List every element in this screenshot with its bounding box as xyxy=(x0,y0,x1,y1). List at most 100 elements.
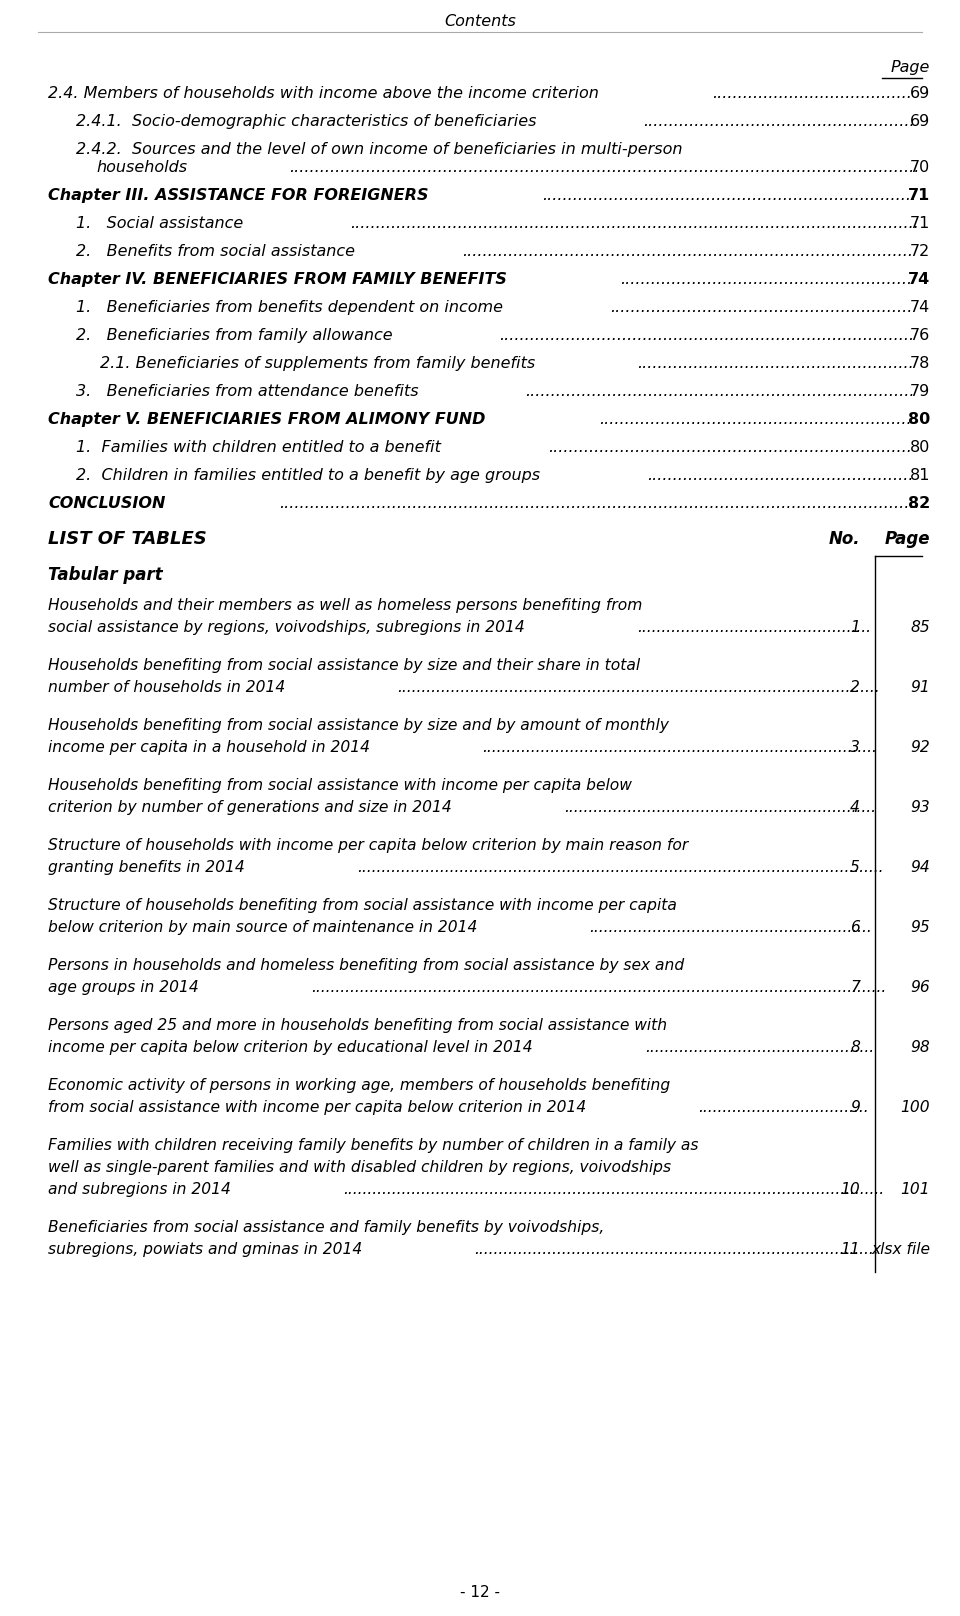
Text: 95: 95 xyxy=(910,920,930,936)
Text: and subregions in 2014: and subregions in 2014 xyxy=(48,1181,230,1197)
Text: 76: 76 xyxy=(910,328,930,343)
Text: age groups in 2014: age groups in 2014 xyxy=(48,979,199,995)
Text: ................................................................................: ........................................… xyxy=(290,160,920,175)
Text: ................................................................................: ........................................… xyxy=(397,680,880,695)
Text: ...................................: ................................... xyxy=(699,1100,869,1115)
Text: criterion by number of generations and size in 2014: criterion by number of generations and s… xyxy=(48,800,452,814)
Text: 8: 8 xyxy=(851,1041,860,1055)
Text: 80: 80 xyxy=(908,412,930,427)
Text: 79: 79 xyxy=(910,385,930,399)
Text: 101: 101 xyxy=(900,1181,930,1197)
Text: 2.4.1.  Socio-demographic characteristics of beneficiaries: 2.4.1. Socio-demographic characteristics… xyxy=(76,115,537,129)
Text: .............................................................: ........................................… xyxy=(599,412,911,427)
Text: ................................................................................: ........................................… xyxy=(462,244,913,259)
Text: Tabular part: Tabular part xyxy=(48,566,163,583)
Text: ............................................................................: ........................................… xyxy=(525,385,915,399)
Text: 81: 81 xyxy=(909,469,930,483)
Text: ................................................................................: ........................................… xyxy=(311,979,886,995)
Text: ..........................................................: ........................................… xyxy=(589,920,873,936)
Text: income per capita below criterion by educational level in 2014: income per capita below criterion by edu… xyxy=(48,1041,533,1055)
Text: households: households xyxy=(96,160,187,175)
Text: 92: 92 xyxy=(910,740,930,755)
Text: 70: 70 xyxy=(910,160,930,175)
Text: LIST OF TABLES: LIST OF TABLES xyxy=(48,530,206,548)
Text: Persons in households and homeless benefiting from social assistance by sex and: Persons in households and homeless benef… xyxy=(48,958,684,973)
Text: from social assistance with income per capita below criterion in 2014: from social assistance with income per c… xyxy=(48,1100,587,1115)
Text: Structure of households benefiting from social assistance with income per capita: Structure of households benefiting from … xyxy=(48,898,677,913)
Text: .......................................: ....................................... xyxy=(712,86,912,100)
Text: Page: Page xyxy=(884,530,930,548)
Text: 3.   Beneficiaries from attendance benefits: 3. Beneficiaries from attendance benefit… xyxy=(76,385,419,399)
Text: criterion by number of generations and size in 2014: criterion by number of generations and s… xyxy=(48,800,452,814)
Text: households: households xyxy=(96,160,187,175)
Text: ...............................................: ........................................… xyxy=(645,1041,874,1055)
Text: Households and their members as well as homeless persons benefiting from: Households and their members as well as … xyxy=(48,598,642,612)
Text: 2.  Children in families entitled to a benefit by age groups: 2. Children in families entitled to a be… xyxy=(76,469,540,483)
Text: below criterion by main source of maintenance in 2014: below criterion by main source of mainte… xyxy=(48,920,477,936)
Text: Page: Page xyxy=(891,60,930,74)
Text: ...........................................................: ........................................… xyxy=(610,301,912,315)
Text: income per capita in a household in 2014: income per capita in a household in 2014 xyxy=(48,740,370,755)
Text: 2.   Benefits from social assistance: 2. Benefits from social assistance xyxy=(76,244,355,259)
Text: 3: 3 xyxy=(851,740,860,755)
Text: 96: 96 xyxy=(910,979,930,995)
Text: income per capita below criterion by educational level in 2014: income per capita below criterion by edu… xyxy=(48,1041,533,1055)
Text: 72: 72 xyxy=(910,244,930,259)
Text: ................................................................................: ........................................… xyxy=(350,217,919,231)
Text: 11: 11 xyxy=(840,1243,860,1257)
Text: ................................................................................: ........................................… xyxy=(482,740,877,755)
Text: Chapter IV. BENEFICIARIES FROM FAMILY BENEFITS: Chapter IV. BENEFICIARIES FROM FAMILY BE… xyxy=(48,271,507,288)
Text: 1.   Social assistance: 1. Social assistance xyxy=(76,217,243,231)
Text: 100: 100 xyxy=(900,1100,930,1115)
Text: 85: 85 xyxy=(910,621,930,635)
Text: CONCLUSION: CONCLUSION xyxy=(48,496,165,511)
Text: number of households in 2014: number of households in 2014 xyxy=(48,680,285,695)
Text: .........................................................: ........................................… xyxy=(620,271,912,288)
Text: 98: 98 xyxy=(910,1041,930,1055)
Text: 71: 71 xyxy=(910,217,930,231)
Text: ................................................................................: ........................................… xyxy=(474,1243,879,1257)
Text: 2.4.2.  Sources and the level of own income of beneficiaries in multi-person: 2.4.2. Sources and the level of own inco… xyxy=(76,142,683,157)
Text: ................................................................................: ........................................… xyxy=(499,328,915,343)
Text: ................................................................: ........................................… xyxy=(564,800,876,814)
Text: - 12 -: - 12 - xyxy=(460,1585,500,1600)
Text: income per capita in a household in 2014: income per capita in a household in 2014 xyxy=(48,740,370,755)
Text: number of households in 2014: number of households in 2014 xyxy=(48,680,285,695)
Text: .....................................................: ........................................… xyxy=(643,115,915,129)
Text: 5: 5 xyxy=(851,860,860,874)
Text: 82: 82 xyxy=(908,496,930,511)
Text: 2.4. Members of households with income above the income criterion: 2.4. Members of households with income a… xyxy=(48,86,599,100)
Text: Contents: Contents xyxy=(444,15,516,29)
Text: Households benefiting from social assistance by size and by amount of monthly: Households benefiting from social assist… xyxy=(48,718,669,734)
Text: granting benefits in 2014: granting benefits in 2014 xyxy=(48,860,245,874)
Text: 4: 4 xyxy=(851,800,860,814)
Text: xlsx file: xlsx file xyxy=(871,1243,930,1257)
Text: Chapter V. BENEFICIARIES FROM ALIMONY FUND: Chapter V. BENEFICIARIES FROM ALIMONY FU… xyxy=(48,412,486,427)
Text: social assistance by regions, voivodships, subregions in 2014: social assistance by regions, voivodship… xyxy=(48,621,525,635)
Text: ................................................................................: ........................................… xyxy=(343,1181,884,1197)
Text: 1.  Families with children entitled to a benefit: 1. Families with children entitled to a … xyxy=(76,440,441,456)
Text: 74: 74 xyxy=(908,271,930,288)
Text: ....................................................: ........................................… xyxy=(647,469,914,483)
Text: 94: 94 xyxy=(910,860,930,874)
Text: 1.   Beneficiaries from benefits dependent on income: 1. Beneficiaries from benefits dependent… xyxy=(76,301,503,315)
Text: subregions, powiats and gminas in 2014: subregions, powiats and gminas in 2014 xyxy=(48,1243,362,1257)
Text: Structure of households with income per capita below criterion by main reason fo: Structure of households with income per … xyxy=(48,839,688,853)
Text: Families with children receiving family benefits by number of children in a fami: Families with children receiving family … xyxy=(48,1138,699,1152)
Text: Chapter III. ASSISTANCE FOR FOREIGNERS: Chapter III. ASSISTANCE FOR FOREIGNERS xyxy=(48,187,428,204)
Text: 78: 78 xyxy=(910,356,930,372)
Text: Households benefiting from social assistance by size and their share in total: Households benefiting from social assist… xyxy=(48,658,640,672)
Text: ................................................: ........................................… xyxy=(636,621,871,635)
Text: 2: 2 xyxy=(851,680,860,695)
Text: 80: 80 xyxy=(910,440,930,456)
Text: age groups in 2014: age groups in 2014 xyxy=(48,979,199,995)
Text: 1: 1 xyxy=(851,621,860,635)
Text: Beneficiaries from social assistance and family benefits by voivodships,: Beneficiaries from social assistance and… xyxy=(48,1220,604,1235)
Text: social assistance by regions, voivodships, subregions in 2014: social assistance by regions, voivodship… xyxy=(48,621,525,635)
Text: 69: 69 xyxy=(910,115,930,129)
Text: 69: 69 xyxy=(910,86,930,100)
Text: 6: 6 xyxy=(851,920,860,936)
Text: 2.   Beneficiaries from family allowance: 2. Beneficiaries from family allowance xyxy=(76,328,393,343)
Text: 71: 71 xyxy=(908,187,930,204)
Text: from social assistance with income per capita below criterion in 2014: from social assistance with income per c… xyxy=(48,1100,587,1115)
